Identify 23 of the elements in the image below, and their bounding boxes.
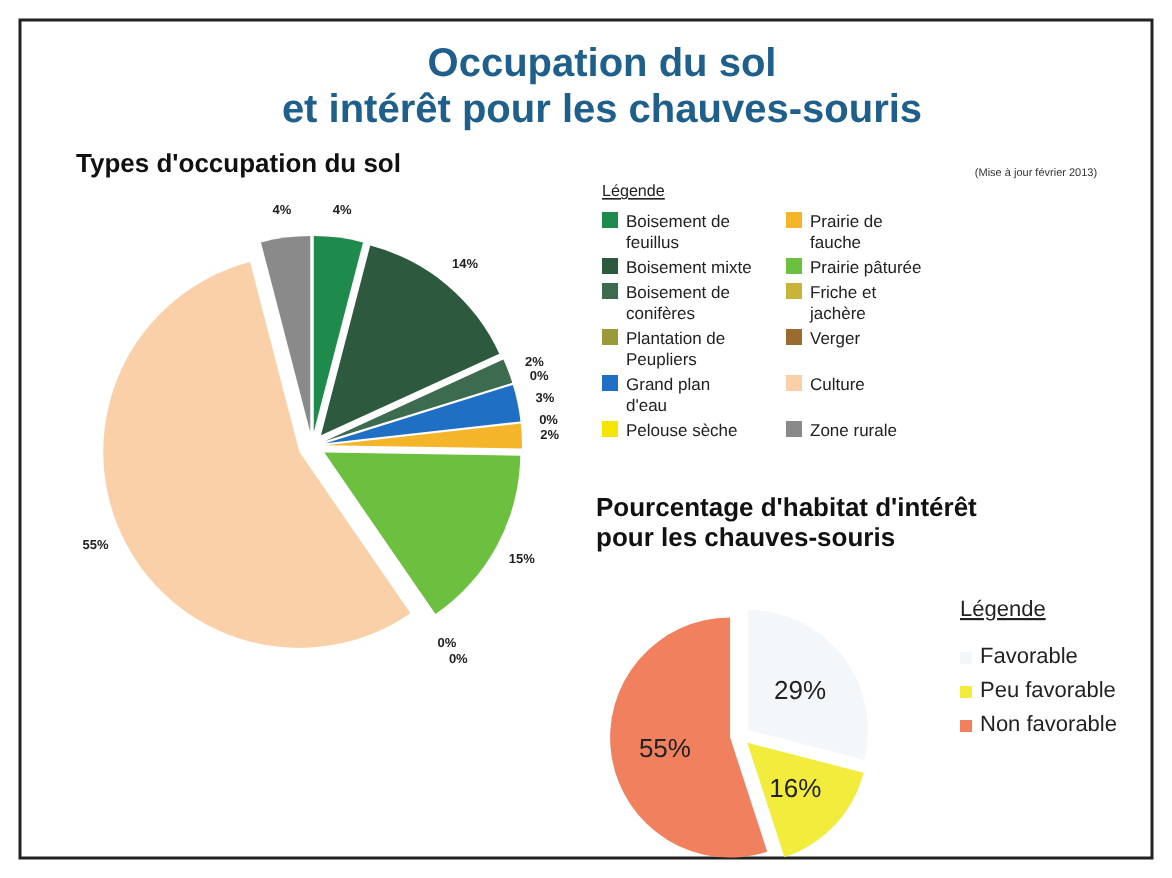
legend-label: Grand plan d'eau xyxy=(626,374,711,415)
legend-label: Culture xyxy=(810,374,866,394)
legend-label: Favorable xyxy=(980,645,1078,669)
legend-label: Pelouse sèche xyxy=(626,420,739,440)
legend-label: Prairie pâturée xyxy=(810,257,923,277)
chart-title: Pourcentage d'habitat d'intérêt pour les chauves-souris xyxy=(596,492,979,552)
chart-subtitle: Types d'occupation du sol xyxy=(76,148,401,178)
legend-label: Boisement mixte xyxy=(626,257,753,277)
legend-label: Verger xyxy=(810,328,861,348)
legend-label: Plantation de Peupliers xyxy=(626,328,726,369)
legend-label: Non favorable xyxy=(980,713,1117,737)
data-label: 16% xyxy=(769,773,823,804)
data-label: 29% xyxy=(774,674,827,705)
legend-label: Prairie de fauche xyxy=(810,211,884,252)
legend-label: Zone rurale xyxy=(810,420,898,440)
legend-title: Légende xyxy=(960,598,1046,622)
data-label: 55% xyxy=(638,732,692,763)
legend-label: Boisement de feuillus xyxy=(626,211,731,252)
chart-title: Occupation du sol et intérêt pour les chauves-souris xyxy=(281,42,923,132)
legend-title: Légende xyxy=(602,182,666,200)
legend-label: Friche et jachère xyxy=(808,282,878,323)
legend-label: Peu favorable xyxy=(980,679,1116,703)
legend-label: Boisement de conifères xyxy=(626,282,731,323)
